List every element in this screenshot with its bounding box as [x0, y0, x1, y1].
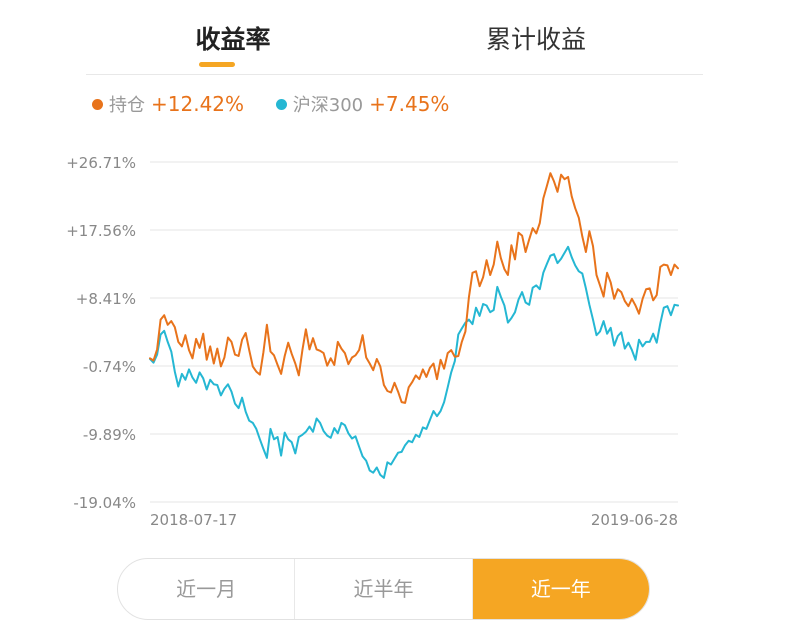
y-tick-label: +26.71%: [66, 154, 136, 172]
tab-cumulative-return[interactable]: 累计收益: [485, 25, 586, 54]
y-tick-label: +8.41%: [76, 290, 136, 308]
legend-item-holding: 持仓 +12.42%: [92, 88, 244, 122]
legend-dot-holding: [92, 98, 103, 110]
time-range-switch: 近一月 近半年 近一年: [117, 558, 650, 620]
return-line-chart: +26.71% +17.56% +8.41% -0.74% -9.89% -19.04% 2…: [66, 154, 679, 529]
legend-value-index: +7.45%: [369, 92, 450, 116]
y-tick-label: +17.56%: [66, 222, 136, 240]
active-tab-indicator: [199, 62, 235, 67]
y-tick-label: -0.74%: [83, 358, 136, 376]
tab-bar: 收益率 累计收益: [86, 0, 703, 75]
series-line-index: [149, 245, 679, 479]
y-tick-label: -9.89%: [83, 426, 136, 444]
series-line-holding: [149, 172, 679, 404]
range-button-1-month[interactable]: 近一月: [118, 559, 296, 619]
range-button-1-year[interactable]: 近一年: [472, 559, 649, 619]
legend-name-holding: 持仓: [109, 95, 145, 116]
chart-legend: 持仓 +12.42% 沪深300 +7.45%: [92, 88, 475, 120]
range-button-6-months[interactable]: 近半年: [295, 559, 473, 619]
x-tick-label-end: 2019-06-28: [591, 511, 678, 529]
legend-item-index: 沪深300 +7.45%: [275, 88, 450, 122]
tab-return-rate[interactable]: 收益率: [195, 25, 271, 54]
legend-dot-index: [275, 98, 287, 110]
x-tick-label-start: 2018-07-17: [150, 511, 237, 529]
legend-value-holding: +12.42%: [151, 92, 245, 116]
y-tick-label: -19.04%: [73, 494, 136, 512]
legend-name-index: 沪深300: [292, 95, 364, 116]
